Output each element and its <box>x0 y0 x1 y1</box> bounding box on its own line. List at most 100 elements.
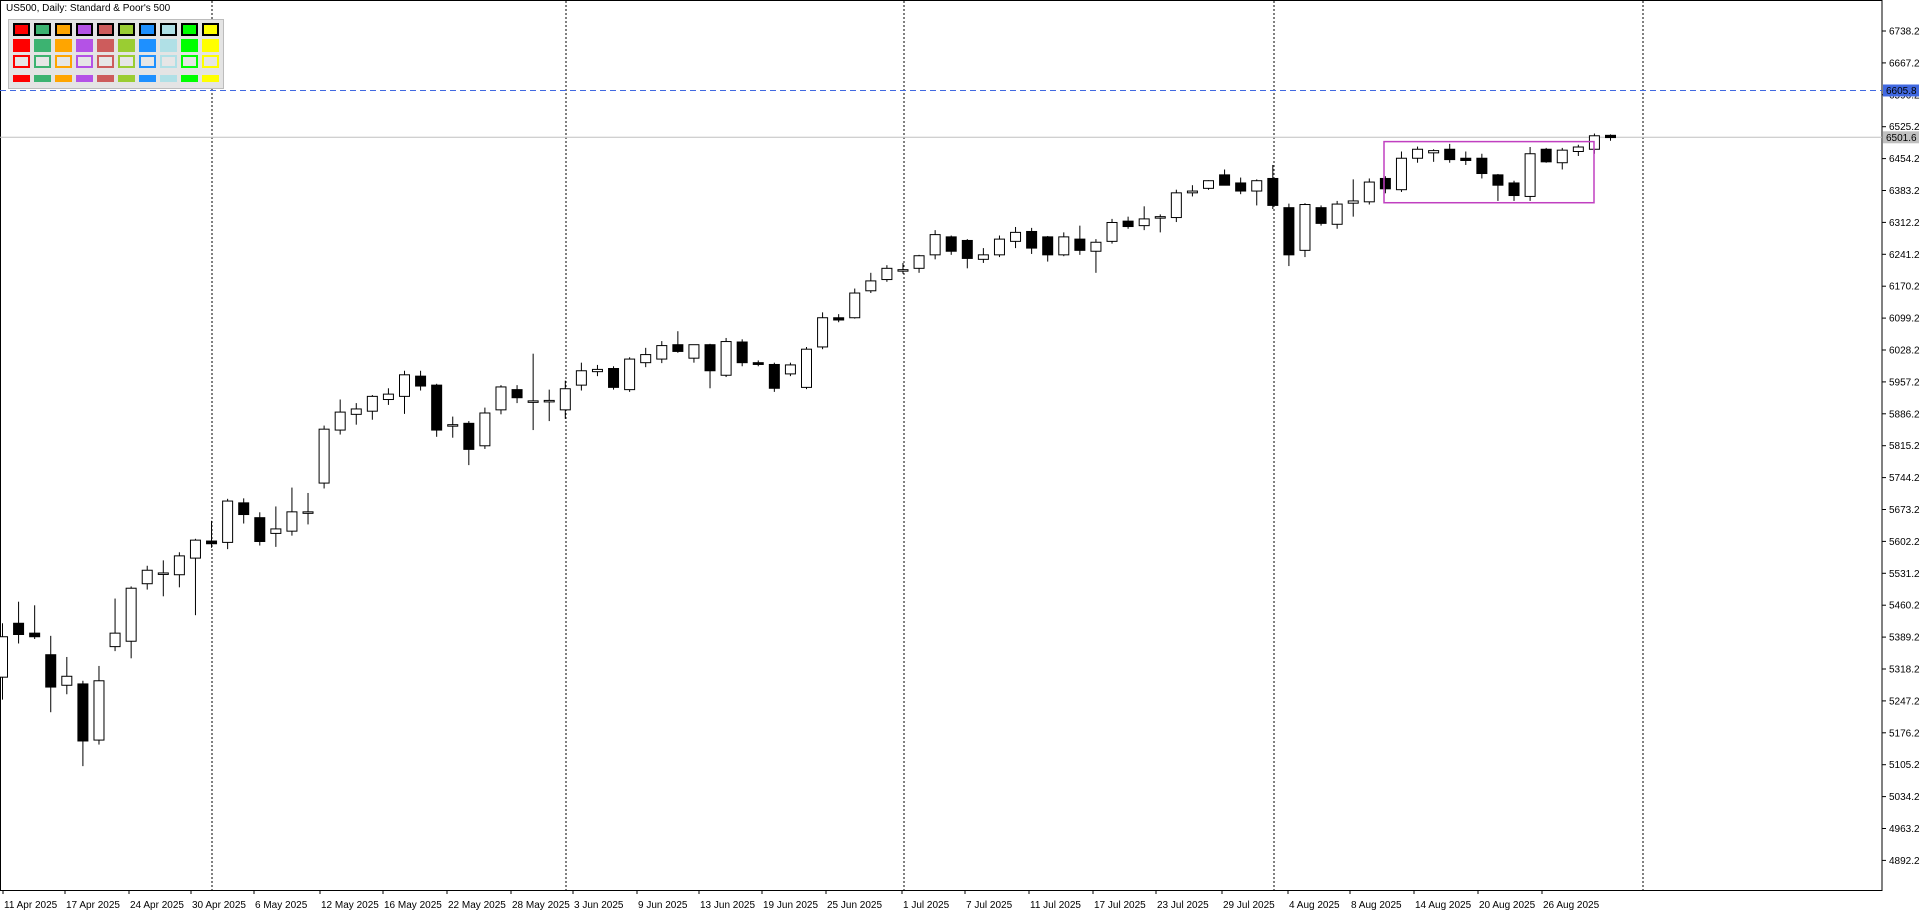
bull-candle[interactable] <box>1090 241 1102 252</box>
palette-swatch-selected[interactable] <box>34 23 51 36</box>
bull-candle[interactable] <box>881 267 893 281</box>
bear-candle[interactable] <box>1476 157 1488 175</box>
bull-candle[interactable] <box>125 587 137 642</box>
bull-candle[interactable] <box>366 395 378 412</box>
bear-candle[interactable] <box>415 375 427 387</box>
bear-candle[interactable] <box>945 236 957 252</box>
palette-swatch-filled[interactable] <box>181 39 198 52</box>
bull-candle[interactable] <box>0 636 8 678</box>
bull-candle[interactable] <box>849 292 861 319</box>
bull-candle[interactable] <box>93 680 105 741</box>
palette-swatch-outline[interactable] <box>202 55 219 68</box>
bull-candle[interactable] <box>640 354 652 364</box>
bull-candle[interactable] <box>1251 180 1263 192</box>
bull-candle[interactable] <box>559 388 571 411</box>
bear-candle[interactable] <box>1605 134 1616 139</box>
bear-candle[interactable] <box>961 239 973 259</box>
bull-candle[interactable] <box>929 234 941 256</box>
bear-candle[interactable] <box>1444 148 1456 161</box>
bull-candle[interactable] <box>350 408 362 415</box>
palette-swatch-selected[interactable] <box>55 23 72 36</box>
palette-swatch-outline[interactable] <box>76 55 93 68</box>
bear-candle[interactable] <box>206 540 218 545</box>
bear-candle[interactable] <box>13 622 25 635</box>
palette-swatch-line[interactable] <box>139 75 156 82</box>
palette-swatch-filled[interactable] <box>139 39 156 52</box>
palette-swatch-selected[interactable] <box>118 23 135 36</box>
bear-candle[interactable] <box>1540 148 1552 163</box>
bull-candle[interactable] <box>1412 148 1424 159</box>
bull-candle[interactable] <box>591 368 603 373</box>
bear-candle[interactable] <box>45 654 57 688</box>
bear-candle[interactable] <box>608 368 620 388</box>
palette-swatch-outline[interactable] <box>97 55 114 68</box>
bear-candle[interactable] <box>431 384 443 431</box>
bull-candle[interactable] <box>1363 181 1375 203</box>
bull-candle[interactable] <box>817 317 829 348</box>
bull-candle[interactable] <box>1524 153 1536 197</box>
bear-candle[interactable] <box>1283 207 1295 256</box>
bull-candle[interactable] <box>479 412 491 447</box>
palette-swatch-outline[interactable] <box>139 55 156 68</box>
palette-swatch-outline[interactable] <box>181 55 198 68</box>
bull-candle[interactable] <box>1331 203 1343 225</box>
bull-candle[interactable] <box>1299 204 1311 251</box>
palette-swatch-outline[interactable] <box>34 55 51 68</box>
bull-candle[interactable] <box>302 511 314 514</box>
bear-candle[interactable] <box>752 362 764 365</box>
bear-candle[interactable] <box>672 344 684 352</box>
bull-candle[interactable] <box>543 399 555 403</box>
palette-swatch-filled[interactable] <box>118 39 135 52</box>
palette-swatch-line[interactable] <box>202 75 219 82</box>
bull-candle[interactable] <box>189 539 201 559</box>
bull-candle[interactable] <box>109 632 121 648</box>
palette-swatch-line[interactable] <box>181 75 198 82</box>
bear-candle[interactable] <box>768 363 780 389</box>
bear-candle[interactable] <box>1235 182 1247 192</box>
bull-candle[interactable] <box>575 370 587 386</box>
bear-candle[interactable] <box>704 344 716 372</box>
color-palette-panel[interactable] <box>8 19 224 89</box>
bear-candle[interactable] <box>1074 238 1086 251</box>
bear-candle[interactable] <box>1460 157 1472 161</box>
palette-swatch-outline[interactable] <box>118 55 135 68</box>
palette-swatch-outline[interactable] <box>13 55 30 68</box>
palette-swatch-filled[interactable] <box>34 39 51 52</box>
bull-candle[interactable] <box>1106 221 1118 242</box>
bull-candle[interactable] <box>382 393 394 401</box>
bull-candle[interactable] <box>1058 236 1070 256</box>
bull-candle[interactable] <box>688 344 700 359</box>
bull-candle[interactable] <box>656 345 668 360</box>
bull-candle[interactable] <box>222 500 234 543</box>
bull-candle[interactable] <box>1203 180 1214 189</box>
palette-swatch-filled[interactable] <box>160 39 177 52</box>
palette-swatch-selected[interactable] <box>160 23 177 36</box>
bull-candle[interactable] <box>1347 200 1359 204</box>
bull-candle[interactable] <box>913 255 925 269</box>
bull-candle[interactable] <box>157 572 169 575</box>
bull-candle[interactable] <box>270 528 282 534</box>
bull-candle[interactable] <box>141 569 153 585</box>
bear-candle[interactable] <box>29 632 41 638</box>
bear-candle[interactable] <box>1492 174 1504 186</box>
bull-candle[interactable] <box>993 238 1005 256</box>
bear-candle[interactable] <box>1122 220 1134 228</box>
palette-swatch-selected[interactable] <box>97 23 114 36</box>
bull-candle[interactable] <box>399 374 410 397</box>
bull-candle[interactable] <box>447 424 459 427</box>
bear-candle[interactable] <box>254 517 266 542</box>
palette-swatch-filled[interactable] <box>76 39 93 52</box>
bull-candle[interactable] <box>1395 157 1407 191</box>
bull-candle[interactable] <box>865 280 877 292</box>
consolidation-rectangle[interactable] <box>1383 140 1595 204</box>
bull-candle[interactable] <box>1572 146 1584 153</box>
bear-candle[interactable] <box>1219 174 1231 186</box>
bull-candle[interactable] <box>720 341 732 376</box>
bear-candle[interactable] <box>463 422 475 450</box>
bull-candle[interactable] <box>897 269 909 272</box>
bull-candle[interactable] <box>1010 231 1022 242</box>
bear-candle[interactable] <box>1042 236 1054 256</box>
palette-swatch-line[interactable] <box>34 75 51 82</box>
